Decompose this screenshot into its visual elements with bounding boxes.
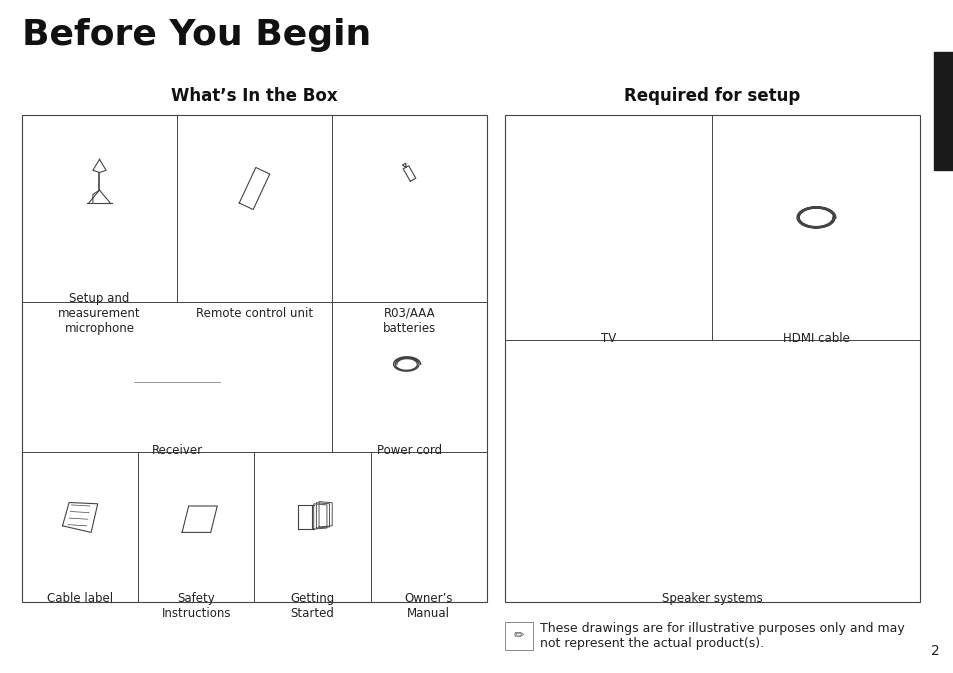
Bar <box>933 52 953 170</box>
Bar <box>598 229 618 242</box>
Circle shape <box>252 191 253 193</box>
Polygon shape <box>403 166 416 181</box>
Circle shape <box>412 501 445 534</box>
Bar <box>558 164 659 227</box>
Circle shape <box>250 184 253 186</box>
Text: R03/AAA
batteries: R03/AAA batteries <box>382 307 436 335</box>
Bar <box>135 349 219 353</box>
Bar <box>771 446 790 476</box>
Circle shape <box>255 193 257 195</box>
Bar <box>419 343 429 351</box>
Text: What’s In the Box: What’s In the Box <box>171 87 337 105</box>
Polygon shape <box>182 506 217 532</box>
Bar <box>705 479 719 485</box>
Text: Getting
Started: Getting Started <box>291 592 335 620</box>
Text: Setup and
measurement
microphone: Setup and measurement microphone <box>58 292 141 335</box>
Circle shape <box>144 368 148 371</box>
Text: 2: 2 <box>930 644 939 658</box>
Bar <box>132 349 221 385</box>
Text: Before You Begin: Before You Begin <box>22 18 371 52</box>
Bar <box>740 426 766 496</box>
Polygon shape <box>314 504 327 529</box>
Polygon shape <box>239 168 270 209</box>
Circle shape <box>146 358 158 370</box>
Circle shape <box>417 506 439 528</box>
Circle shape <box>662 446 679 463</box>
Circle shape <box>257 188 260 190</box>
Polygon shape <box>316 503 329 528</box>
Circle shape <box>253 186 256 188</box>
Text: Safety
Instructions: Safety Instructions <box>161 592 231 620</box>
Bar <box>504 622 533 650</box>
Circle shape <box>195 358 208 370</box>
Bar <box>826 211 843 225</box>
Circle shape <box>245 194 248 197</box>
Circle shape <box>420 345 425 350</box>
Circle shape <box>253 179 254 182</box>
Text: ✏: ✏ <box>514 629 524 643</box>
Circle shape <box>260 183 262 185</box>
Circle shape <box>249 197 252 199</box>
Text: Receiver: Receiver <box>152 444 202 457</box>
Text: Remote control unit: Remote control unit <box>195 307 313 320</box>
Bar <box>504 115 919 602</box>
Circle shape <box>744 446 761 463</box>
Circle shape <box>424 345 428 350</box>
Bar <box>633 446 652 476</box>
Polygon shape <box>402 163 405 168</box>
Text: HDMI cable: HDMI cable <box>782 332 849 345</box>
Circle shape <box>193 355 211 373</box>
Bar <box>691 433 733 489</box>
Circle shape <box>206 368 210 371</box>
Text: Cable label: Cable label <box>47 592 113 605</box>
Circle shape <box>253 198 255 201</box>
Circle shape <box>171 358 183 370</box>
Bar <box>154 371 199 374</box>
Text: These drawings are for illustrative purposes only and may
not represent the actu: These drawings are for illustrative purp… <box>539 622 903 650</box>
Bar <box>658 426 684 496</box>
Text: Owner’s
Manual: Owner’s Manual <box>404 592 453 620</box>
Text: Required for setup: Required for setup <box>623 87 800 105</box>
Text: Speaker systems: Speaker systems <box>661 592 762 605</box>
FancyBboxPatch shape <box>548 157 668 236</box>
Polygon shape <box>298 505 312 529</box>
Circle shape <box>248 189 250 192</box>
Bar <box>22 115 486 602</box>
Text: Power cord: Power cord <box>376 444 441 457</box>
Circle shape <box>700 446 724 470</box>
Polygon shape <box>318 501 332 527</box>
Circle shape <box>425 513 432 520</box>
Bar <box>572 242 644 248</box>
Polygon shape <box>63 503 97 532</box>
Text: TV: TV <box>600 332 616 345</box>
Circle shape <box>143 355 161 373</box>
Circle shape <box>256 181 258 183</box>
Circle shape <box>168 355 186 373</box>
